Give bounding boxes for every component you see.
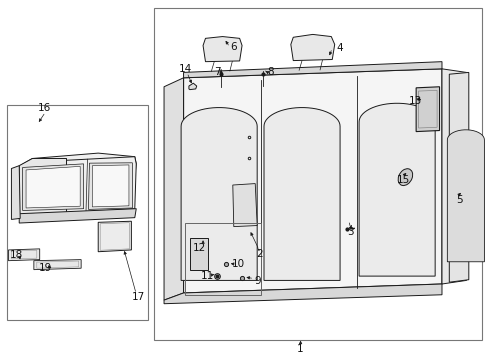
Bar (184, 223, 260, 295)
Polygon shape (19, 158, 66, 216)
Text: 12: 12 (193, 243, 206, 253)
Text: 6: 6 (230, 42, 237, 52)
Polygon shape (415, 87, 439, 132)
Text: 4: 4 (336, 43, 342, 53)
Polygon shape (183, 62, 441, 78)
Text: 8: 8 (266, 67, 273, 77)
Polygon shape (358, 103, 434, 276)
Polygon shape (26, 166, 80, 208)
Polygon shape (183, 69, 441, 293)
Text: 11: 11 (201, 271, 214, 281)
Text: 19: 19 (39, 263, 52, 273)
Text: 14: 14 (178, 64, 191, 74)
Polygon shape (441, 69, 466, 284)
Text: 13: 13 (407, 96, 421, 106)
Polygon shape (181, 108, 257, 280)
Polygon shape (163, 78, 183, 300)
Text: 10: 10 (231, 259, 244, 269)
Polygon shape (232, 184, 257, 226)
Polygon shape (447, 130, 484, 262)
Text: 1: 1 (297, 344, 303, 354)
Polygon shape (22, 164, 83, 211)
Polygon shape (34, 260, 81, 270)
Polygon shape (88, 163, 132, 210)
Polygon shape (163, 284, 441, 304)
Text: 15: 15 (396, 175, 409, 185)
Text: 9: 9 (254, 276, 261, 286)
Polygon shape (448, 72, 468, 282)
Polygon shape (290, 35, 334, 60)
Text: 16: 16 (38, 103, 51, 113)
Polygon shape (8, 249, 40, 261)
Text: 3: 3 (347, 227, 353, 237)
Bar (6, 105, 148, 320)
Text: 17: 17 (131, 292, 144, 302)
Bar (154, 8, 481, 339)
Polygon shape (19, 209, 136, 223)
Text: 7: 7 (214, 67, 221, 77)
Ellipse shape (397, 169, 412, 185)
Text: 18: 18 (10, 250, 23, 260)
Text: 5: 5 (455, 195, 462, 205)
Polygon shape (66, 157, 136, 213)
Polygon shape (189, 238, 207, 270)
Polygon shape (264, 108, 339, 280)
Polygon shape (92, 165, 129, 207)
Polygon shape (203, 37, 242, 62)
Text: 2: 2 (255, 248, 262, 258)
Polygon shape (98, 221, 131, 252)
Polygon shape (188, 83, 196, 90)
Polygon shape (19, 153, 136, 181)
Polygon shape (11, 166, 20, 220)
